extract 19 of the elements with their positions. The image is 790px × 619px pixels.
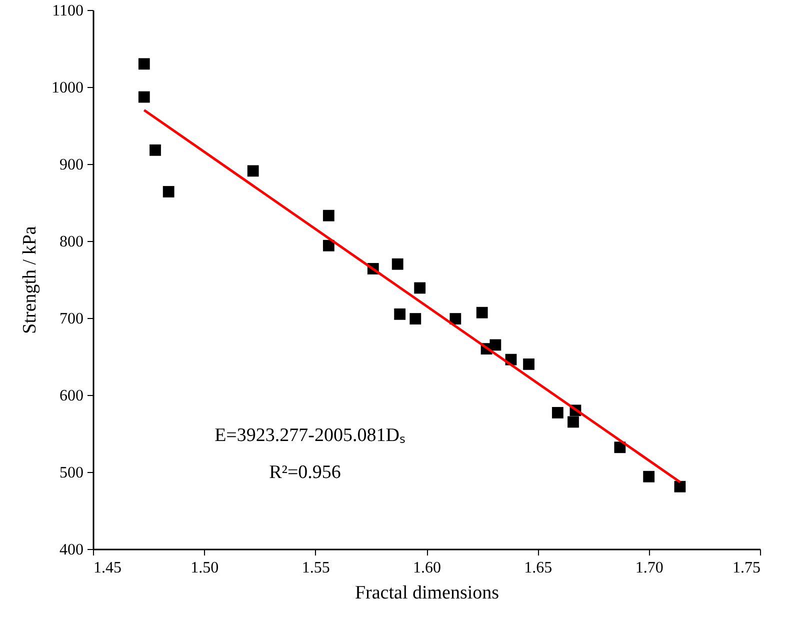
x-tick-label: 1.65 xyxy=(524,560,552,576)
x-tick-label: 1.70 xyxy=(635,560,664,576)
y-axis-title: Strength / kPa xyxy=(20,226,40,334)
x-axis-title: Fractal dimensions xyxy=(354,582,500,604)
x-tick-label: 1.45 xyxy=(94,560,122,576)
y-tick-label: 500 xyxy=(60,464,84,482)
x-tick-label: 1.50 xyxy=(190,560,219,576)
y-tick-label: 800 xyxy=(60,234,84,250)
annotation: E=3923.277-2005.081Dₛ xyxy=(214,425,406,446)
x-tick-label: 1.75 xyxy=(732,560,760,576)
annotation: R²=0.956 xyxy=(269,462,341,483)
y-tick-label: 700 xyxy=(60,310,84,328)
x-tick-label: 1.60 xyxy=(413,560,441,576)
y-tick-label: 400 xyxy=(60,542,84,558)
y-tick-label: 1100 xyxy=(52,2,84,20)
y-tick-label: 900 xyxy=(60,156,84,174)
y-tick-label: 600 xyxy=(60,388,84,404)
x-tick-label: 1.55 xyxy=(302,560,330,576)
y-tick-label: 1000 xyxy=(52,80,84,96)
